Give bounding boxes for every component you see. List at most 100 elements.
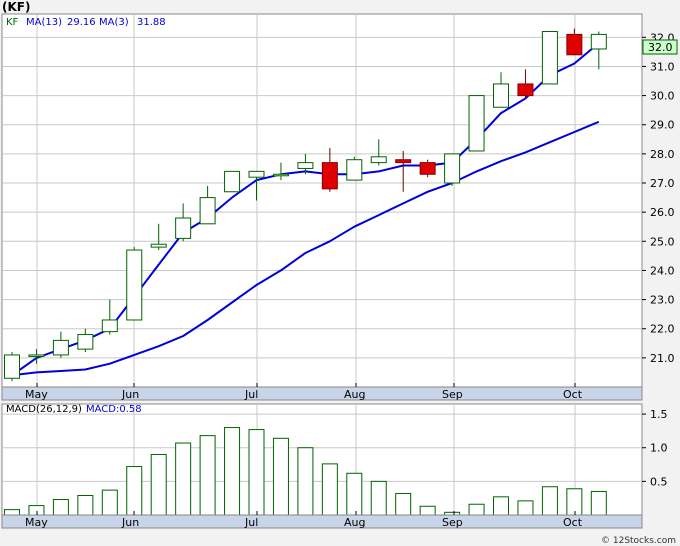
candle-body — [101, 319, 118, 333]
candle-body — [199, 197, 216, 225]
price-y-tick-label: 24.0 — [650, 264, 675, 277]
candle-up — [346, 156, 363, 181]
candle-up — [370, 139, 387, 166]
candle-body — [126, 249, 143, 321]
candle-body — [224, 170, 241, 193]
macd-panel: 0.5 1.0 1.5 May Jun Jul Aug Sep Oct MACD(26,12,… — [1, 403, 668, 529]
macd-bar — [199, 435, 216, 516]
macd-legend-value: MACD:0.58 — [86, 404, 142, 415]
price-y-tick-label: 31.0 — [650, 60, 675, 73]
candle-body — [4, 354, 20, 379]
candle-up — [493, 72, 509, 108]
candle-body — [468, 95, 485, 152]
macd-bar — [297, 447, 314, 516]
legend-symbol: KF — [6, 17, 19, 28]
price-x-axis: May Jun Jul Aug Sep Oct — [25, 383, 583, 401]
candlesticks — [4, 28, 607, 382]
macd-y-axis: 0.5 1.0 1.5 — [642, 408, 668, 488]
candle-body — [77, 334, 94, 350]
candle-body — [248, 170, 265, 178]
price-y-axis: 21.0 22.0 23.0 24.0 25.0 26.0 27.0 28.0 29.0 30.0… — [642, 31, 675, 365]
candle-down — [517, 69, 534, 99]
candle-up — [468, 95, 485, 152]
ma13-layer — [11, 120, 600, 377]
macd-bar — [52, 499, 69, 516]
candle-body — [566, 33, 583, 56]
macd-y-tick-label: 1.5 — [650, 408, 668, 421]
candle-body — [590, 33, 607, 50]
candle-up — [272, 162, 289, 181]
price-y-tick-label: 27.0 — [650, 177, 675, 190]
macd-bar — [272, 437, 289, 516]
candle-body — [370, 156, 387, 164]
candle-down — [566, 28, 583, 56]
macd-bar — [101, 489, 118, 516]
macd-y-tick-label: 1.0 — [650, 442, 668, 455]
candle-up — [150, 223, 167, 251]
candle-body — [517, 83, 534, 97]
footer-credit: © 12Stocks.com — [601, 536, 676, 546]
macd-y-tick-label: 0.5 — [650, 475, 668, 488]
candle-up — [4, 352, 20, 382]
candle-body — [28, 354, 45, 357]
candle-body — [493, 83, 509, 108]
price-y-tick-label: 30.0 — [650, 90, 675, 103]
macd-x-tick-label: Jun — [121, 516, 139, 529]
macd-bar — [370, 480, 387, 516]
price-y-tick-label: 25.0 — [650, 235, 675, 248]
candle-body — [419, 162, 436, 175]
chart-title: (KF) — [2, 0, 31, 14]
candle-body — [395, 159, 412, 164]
macd-x-tick-label: Jul — [244, 516, 258, 529]
macd-bar — [77, 494, 94, 516]
price-legend: KF MA(13) 29.16 MA(3) 31.88 — [6, 17, 166, 28]
candle-body — [321, 162, 338, 190]
price-y-tick-label: 22.0 — [650, 323, 675, 336]
candle-up — [77, 328, 94, 353]
price-y-tick-label: 23.0 — [650, 294, 675, 307]
macd-x-tick-label: May — [25, 516, 48, 529]
macd-x-axis: May Jun Jul Aug Sep Oct — [25, 511, 583, 529]
candle-up — [541, 30, 558, 85]
legend-ma3-value: 31.88 — [137, 17, 166, 28]
price-x-tick-label: Aug — [344, 388, 365, 401]
macd-bar — [224, 427, 241, 516]
macd-bar — [517, 500, 534, 516]
macd-bar — [566, 488, 583, 516]
candle-up — [126, 247, 143, 321]
price-y-tick-label: 21.0 — [650, 352, 675, 365]
price-x-tick-label: Jul — [244, 388, 258, 401]
candle-down — [321, 148, 338, 192]
macd-legend: MACD(26,12,9) MACD:0.58 — [6, 404, 142, 415]
candle-down — [395, 150, 412, 192]
legend-ma13-value: 29.16 — [67, 17, 96, 28]
price-y-tick-label: 28.0 — [650, 148, 675, 161]
macd-bar — [126, 466, 143, 516]
candle-up — [52, 331, 69, 358]
macd-bar — [248, 429, 265, 516]
macd-bar — [346, 472, 363, 516]
legend-ma3-label: MA(3) — [99, 17, 129, 28]
macd-bar — [541, 486, 558, 516]
candle-body — [150, 243, 167, 248]
candle-down — [419, 159, 436, 178]
macd-bar — [493, 496, 509, 516]
candle-body — [175, 217, 192, 239]
candle-up — [101, 299, 118, 335]
macd-x-tick-label: Sep — [442, 516, 463, 529]
price-x-tick-label: Jun — [121, 388, 139, 401]
price-panel: 21.0 22.0 23.0 24.0 25.0 26.0 27.0 28.0 29.0 30.0… — [1, 13, 678, 401]
price-x-tick-label: May — [25, 388, 48, 401]
macd-bar — [419, 505, 436, 516]
candle-up — [175, 203, 192, 242]
price-x-tick-label: Oct — [563, 388, 583, 401]
ma13-line — [11, 120, 600, 377]
macd-x-tick-label: Aug — [344, 516, 365, 529]
candle-up — [224, 170, 241, 193]
macd-bar — [395, 492, 412, 516]
last-price-tag: 32.0 — [642, 39, 678, 55]
candle-up — [248, 170, 265, 201]
candle-body — [297, 162, 314, 169]
candle-body — [52, 339, 69, 356]
candle-body — [272, 173, 289, 177]
